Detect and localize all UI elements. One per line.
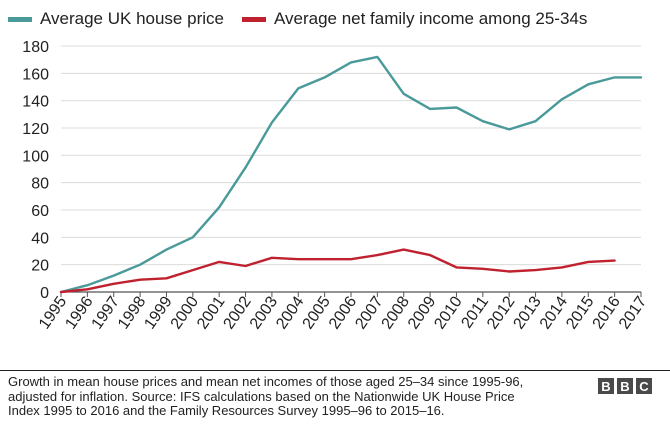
x-tick-label-2009: 2009 <box>405 293 439 332</box>
legend-item-house-price: Average UK house price <box>8 9 224 29</box>
y-tick-label-160: 160 <box>22 66 49 83</box>
legend: Average UK house price Average net famil… <box>8 6 605 32</box>
chart-footnote: Growth in mean house prices and mean net… <box>8 374 568 419</box>
x-tick-label-1998: 1998 <box>115 293 149 332</box>
footnote-line-3: Index 1995 to 2016 and the Family Resour… <box>8 403 445 418</box>
legend-swatch-family-income <box>241 16 266 22</box>
footer-divider <box>0 370 670 371</box>
x-tick-label-2007: 2007 <box>352 293 386 332</box>
x-tick-label-2004: 2004 <box>273 293 307 332</box>
legend-swatch-house-price <box>8 16 32 22</box>
y-tick-label-80: 80 <box>31 176 49 193</box>
x-tick-label-2001: 2001 <box>194 293 228 332</box>
bbc-logo-block-1: B <box>598 378 614 394</box>
x-tick-label-2006: 2006 <box>326 293 360 332</box>
y-tick-label-180: 180 <box>22 39 49 56</box>
x-axis-ticks: 1995199619971998199920002001200220032004… <box>36 292 650 332</box>
y-tick-label-140: 140 <box>22 94 49 111</box>
y-tick-label-100: 100 <box>22 148 49 165</box>
x-tick-label-2017: 2017 <box>616 293 650 332</box>
y-tick-label-0: 0 <box>40 285 49 302</box>
x-tick-label-2016: 2016 <box>590 293 624 332</box>
x-tick-label-2014: 2014 <box>537 293 571 332</box>
x-tick-label-1996: 1996 <box>62 293 96 332</box>
y-tick-label-40: 40 <box>31 230 49 247</box>
gridlines <box>61 45 641 293</box>
footnote-line-1: Growth in mean house prices and mean net… <box>8 374 524 389</box>
series-lines <box>59 55 643 294</box>
legend-item-family-income: Average net family income among 25-34s <box>241 9 588 29</box>
legend-label-house-price: Average UK house price <box>40 9 224 28</box>
bbc-logo-block-2: B <box>617 378 633 394</box>
y-axis-ticks: 0 20 40 60 80 100 120 140 160 180 <box>22 39 49 302</box>
bbc-logo: B B C <box>595 378 652 394</box>
x-tick-label-2015: 2015 <box>563 293 597 332</box>
x-tick-label-2002: 2002 <box>220 293 254 332</box>
y-tick-label-20: 20 <box>31 258 49 275</box>
x-tick-label-1997: 1997 <box>89 293 123 332</box>
series-line-0 <box>59 55 643 294</box>
x-tick-label-2008: 2008 <box>379 293 413 332</box>
series-line-1 <box>59 248 616 294</box>
x-tick-label-2000: 2000 <box>168 293 202 332</box>
footnote-line-2: adjusted for inflation. Source: IFS calc… <box>8 388 515 404</box>
bbc-logo-block-3: C <box>636 378 652 394</box>
x-tick-label-1999: 1999 <box>141 293 175 332</box>
x-tick-label-2012: 2012 <box>484 293 518 332</box>
y-tick-label-120: 120 <box>22 121 49 138</box>
legend-label-family-income: Average net family income among 25-34s <box>273 9 588 28</box>
line-chart: 0 20 40 60 80 100 120 140 160 180 199519961997199… <box>22 39 650 332</box>
x-tick-label-2013: 2013 <box>510 293 544 332</box>
x-tick-label-2003: 2003 <box>247 293 281 332</box>
y-tick-label-60: 60 <box>31 203 49 220</box>
x-tick-label-2005: 2005 <box>300 293 334 332</box>
x-tick-label-2010: 2010 <box>431 293 465 332</box>
